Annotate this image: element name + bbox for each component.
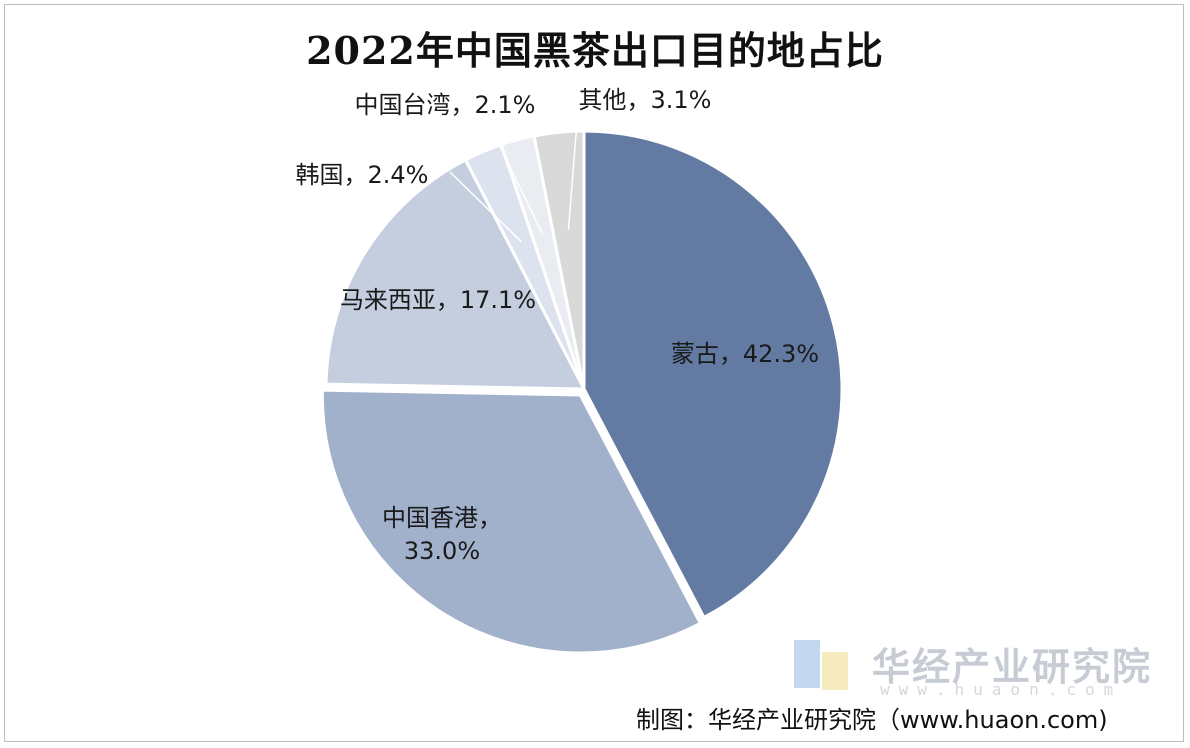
slice-label-6: 其他，3.1% bbox=[579, 86, 712, 114]
watermark-brand: 华经产业研究院 bbox=[872, 645, 1153, 689]
leader-line-5 bbox=[487, 121, 544, 235]
slice-label-3: 马来西亚，17.1% bbox=[340, 286, 536, 314]
watermark-logo-block-2 bbox=[822, 652, 848, 690]
slice-label-1: 蒙古，42.3% bbox=[671, 340, 819, 368]
leader-line-4 bbox=[449, 171, 522, 243]
watermark-logo bbox=[794, 640, 848, 690]
pie-slice-1 bbox=[582, 129, 844, 620]
watermark-logo-block-1 bbox=[794, 640, 820, 688]
pie-slice-2 bbox=[320, 388, 703, 655]
slice-label-2: 中国香港， 33.0% bbox=[382, 504, 502, 565]
source-note: 制图：华经产业研究院（www.huaon.com) bbox=[636, 706, 1108, 734]
leader-line-6 bbox=[567, 121, 578, 230]
pie-slice-3 bbox=[324, 157, 587, 391]
chart-title: 2022年中国黑茶出口目的地占比 bbox=[306, 28, 884, 73]
slice-label-4: 韩国，2.4% bbox=[296, 161, 429, 189]
slice-label-5: 中国台湾，2.1% bbox=[355, 91, 536, 119]
watermark-domain: www.huaon.com bbox=[880, 680, 1123, 699]
